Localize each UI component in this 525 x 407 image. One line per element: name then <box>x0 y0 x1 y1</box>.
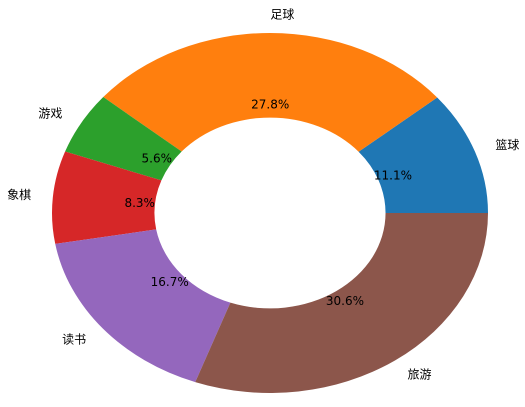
slice <box>65 97 182 181</box>
slice-label: 篮球 <box>495 137 519 152</box>
slice-label: 旅游 <box>407 368 431 382</box>
value-label: 8.3% <box>124 196 155 210</box>
slice-label: 读书 <box>62 333 86 347</box>
slice-label: 游戏 <box>38 106 62 120</box>
value-label: 11.1% <box>374 169 412 183</box>
value-label: 30.6% <box>326 294 364 308</box>
value-label: 27.8% <box>251 98 289 112</box>
slice <box>51 151 162 244</box>
slice <box>55 229 231 383</box>
value-label: 5.6% <box>142 151 173 165</box>
slice-label: 象棋 <box>7 188 31 202</box>
slice <box>195 213 488 393</box>
slice <box>103 32 438 152</box>
slice-label: 足球 <box>270 8 294 22</box>
slice <box>358 97 488 213</box>
value-label: 16.7% <box>151 275 189 289</box>
